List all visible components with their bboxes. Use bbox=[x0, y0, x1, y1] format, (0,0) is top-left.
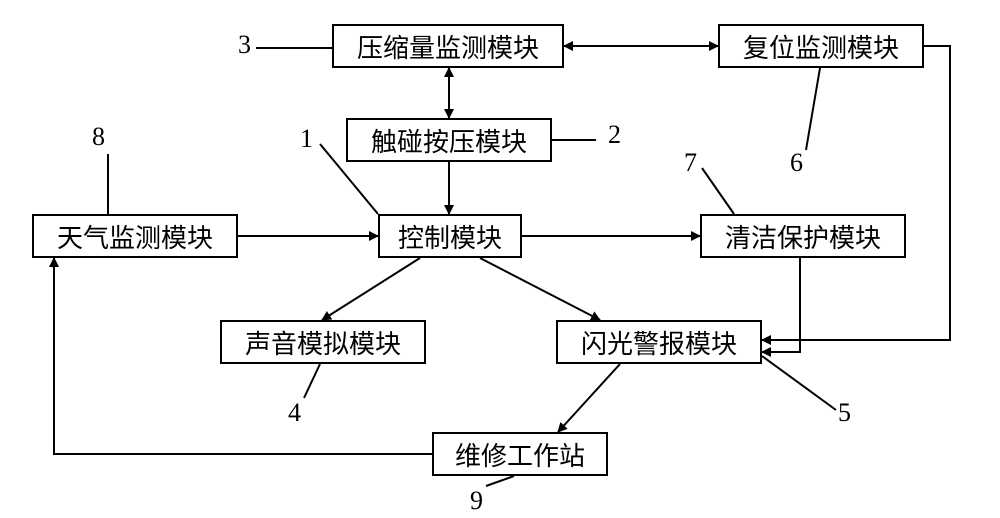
node-number-touch: 2 bbox=[608, 120, 621, 150]
edge bbox=[304, 364, 320, 398]
edge bbox=[762, 46, 950, 340]
node-control: 控制模块 bbox=[378, 214, 522, 258]
edge bbox=[806, 68, 820, 150]
node-number-sound: 4 bbox=[288, 398, 301, 428]
node-number-maint: 9 bbox=[470, 486, 483, 516]
node-label: 控制模块 bbox=[398, 218, 502, 255]
node-label: 清洁保护模块 bbox=[725, 218, 881, 255]
node-sound: 声音模拟模块 bbox=[220, 320, 426, 364]
node-label: 压缩量监测模块 bbox=[357, 28, 539, 65]
node-weather: 天气监测模块 bbox=[32, 214, 238, 258]
edge bbox=[762, 258, 800, 352]
node-label: 闪光警报模块 bbox=[581, 324, 737, 361]
node-number-weather: 8 bbox=[92, 122, 105, 152]
node-number-reset: 6 bbox=[790, 148, 803, 178]
node-maint: 维修工作站 bbox=[432, 432, 608, 476]
node-label: 声音模拟模块 bbox=[245, 324, 401, 361]
node-reset: 复位监测模块 bbox=[718, 24, 924, 68]
edge bbox=[702, 168, 734, 214]
node-label: 触碰按压模块 bbox=[371, 122, 527, 159]
node-number-compress: 3 bbox=[238, 30, 251, 60]
node-number-control: 1 bbox=[300, 124, 313, 154]
node-label: 维修工作站 bbox=[455, 436, 585, 473]
node-number-clean: 7 bbox=[684, 148, 697, 178]
node-clean: 清洁保护模块 bbox=[700, 214, 906, 258]
node-flash: 闪光警报模块 bbox=[556, 320, 762, 364]
edge bbox=[762, 356, 836, 410]
diagram-canvas: 压缩量监测模块 3 复位监测模块 6 触碰按压模块 2 天气监测模块 8 控制模块 1 清洁保护模块… bbox=[0, 0, 1000, 518]
edge bbox=[480, 258, 600, 320]
node-label: 天气监测模块 bbox=[57, 218, 213, 255]
edge bbox=[486, 476, 514, 486]
edge bbox=[558, 364, 620, 432]
node-compress: 压缩量监测模块 bbox=[332, 24, 564, 68]
node-label: 复位监测模块 bbox=[743, 28, 899, 65]
node-number-flash: 5 bbox=[838, 398, 851, 428]
node-touch: 触碰按压模块 bbox=[346, 118, 552, 162]
edge bbox=[322, 258, 420, 320]
